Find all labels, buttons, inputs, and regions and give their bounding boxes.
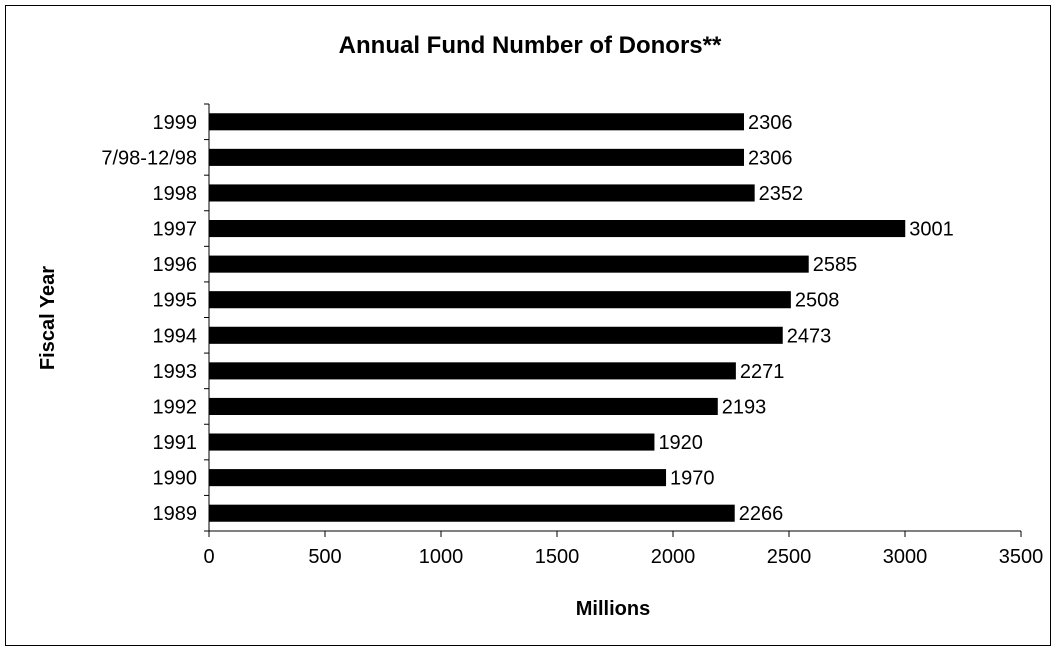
bar <box>209 327 783 344</box>
x-tick-label: 3000 <box>883 546 928 568</box>
bar <box>209 291 791 308</box>
bar <box>209 469 666 486</box>
x-tick-label: 1000 <box>419 546 464 568</box>
x-tick-label: 1500 <box>535 546 580 568</box>
y-tick-label: 1996 <box>153 254 198 276</box>
y-tick-label: 1997 <box>153 219 198 241</box>
y-tick-label: 1994 <box>153 325 198 347</box>
data-label: 2473 <box>787 325 832 347</box>
data-label: 2508 <box>795 290 840 312</box>
x-tick-label: 2500 <box>767 546 812 568</box>
bar <box>209 505 735 522</box>
bar <box>209 256 809 273</box>
data-label: 2585 <box>813 254 858 276</box>
data-label: 2271 <box>740 361 785 383</box>
bar <box>209 149 744 166</box>
bar <box>209 220 905 237</box>
y-tick-label: 1998 <box>153 183 198 205</box>
bar <box>209 184 755 201</box>
data-label: 1970 <box>670 468 715 490</box>
y-tick-label: 1989 <box>153 503 198 525</box>
bar <box>209 362 736 379</box>
y-tick-label: 1999 <box>153 112 198 134</box>
data-label: 1920 <box>658 432 703 454</box>
y-axis-title: Fiscal Year <box>37 266 59 370</box>
bar <box>209 398 718 415</box>
x-tick-label: 3500 <box>999 546 1044 568</box>
x-tick-label: 2000 <box>651 546 696 568</box>
y-tick-label: 1991 <box>153 432 198 454</box>
data-label: 2306 <box>748 147 793 169</box>
bar <box>209 434 654 451</box>
data-label: 3001 <box>909 219 954 241</box>
data-label: 2306 <box>748 112 793 134</box>
chart-title: Annual Fund Number of Donors** <box>339 32 722 59</box>
y-tick-label: 1995 <box>153 290 198 312</box>
y-tick-label: 1993 <box>153 361 198 383</box>
y-tick-label: 1990 <box>153 468 198 490</box>
x-axis-title: Millions <box>576 598 650 620</box>
plot-area: 0 500 1000 1500 2000 2500 3000 3500 1999 2306 7/98… <box>101 104 1043 568</box>
x-tick-label: 500 <box>308 546 341 568</box>
bar <box>209 113 744 130</box>
x-tick-label: 0 <box>203 546 214 568</box>
y-tick-label: 7/98-12/98 <box>101 147 197 169</box>
data-label: 2352 <box>759 183 804 205</box>
data-label: 2193 <box>722 396 767 418</box>
y-tick-label: 1992 <box>153 396 198 418</box>
data-label: 2266 <box>739 503 784 525</box>
